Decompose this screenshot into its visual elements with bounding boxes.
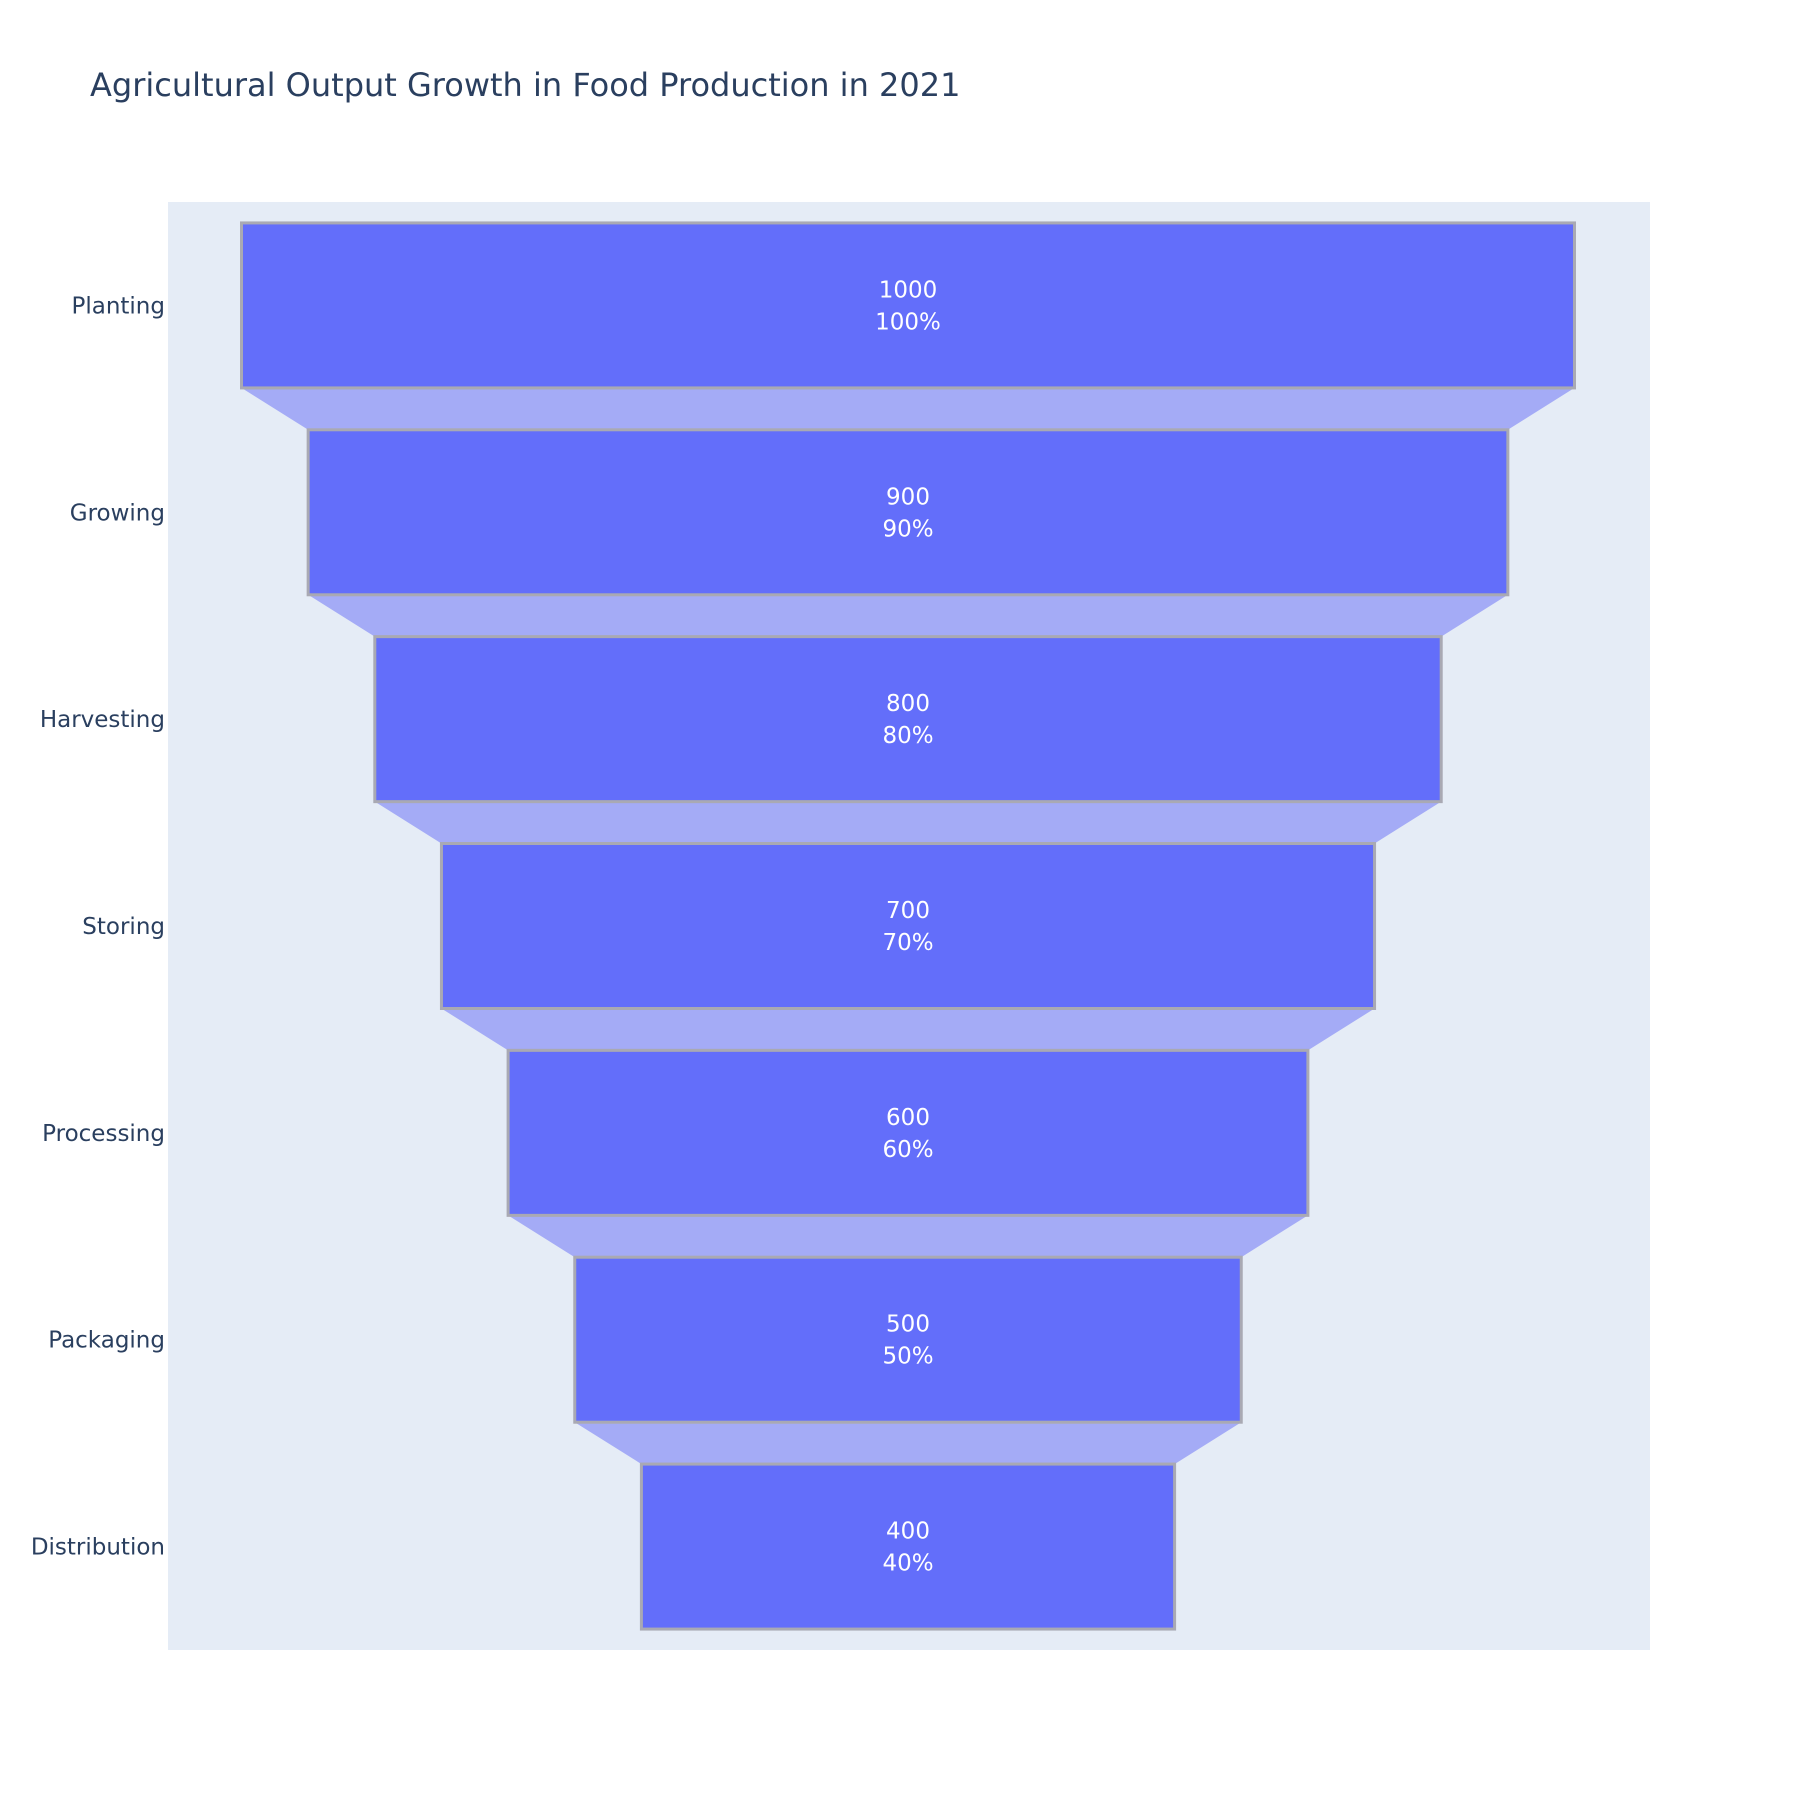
value-label: 1000 xyxy=(879,277,938,303)
percent-label: 100% xyxy=(875,309,941,335)
stage-label-packaging: Packaging xyxy=(48,1328,165,1354)
percent-label: 90% xyxy=(882,516,933,542)
value-label: 700 xyxy=(886,898,930,924)
percent-label: 40% xyxy=(882,1551,933,1577)
stage-label-harvesting: Harvesting xyxy=(40,707,165,733)
funnel-bar-distribution[interactable] xyxy=(639,1462,1177,1631)
percent-label: 80% xyxy=(882,723,933,749)
value-label: 400 xyxy=(886,1519,930,1545)
percent-label: 70% xyxy=(882,930,933,956)
stage-label-planting: Planting xyxy=(71,293,165,319)
value-labels: 1000 100% 900 90% 800 80% 700 70% 600 60% 500 50% 40… xyxy=(875,277,941,1576)
value-label: 800 xyxy=(886,691,930,717)
funnel-bar-storing[interactable] xyxy=(439,842,1377,1010)
stage-label-distribution: Distribution xyxy=(31,1535,165,1561)
funnel-bars xyxy=(240,221,1576,1631)
funnel-connector xyxy=(308,594,1508,637)
funnel-connector xyxy=(241,387,1575,430)
funnel-bar-packaging[interactable] xyxy=(573,1255,1243,1424)
funnel-connectors xyxy=(241,387,1575,1465)
stage-label-growing: Growing xyxy=(70,500,165,526)
funnel-connector xyxy=(441,1008,1375,1051)
stage-label-storing: Storing xyxy=(82,914,165,940)
value-label: 900 xyxy=(886,484,930,510)
stage-labels: Planting Growing Harvesting Storing Processi… xyxy=(31,293,165,1560)
funnel-connector xyxy=(574,1422,1242,1465)
stage-label-processing: Processing xyxy=(42,1121,165,1147)
percent-label: 60% xyxy=(882,1137,933,1163)
value-label: 600 xyxy=(886,1105,930,1131)
funnel-bar-harvesting[interactable] xyxy=(373,635,1443,804)
funnel-connector xyxy=(374,801,1442,844)
chart-title: Agricultural Output Growth in Food Produ… xyxy=(90,66,961,104)
value-label: 500 xyxy=(886,1312,930,1338)
funnel-bar-growing[interactable] xyxy=(306,428,1510,597)
funnel-bar-planting[interactable] xyxy=(240,221,1576,390)
percent-label: 50% xyxy=(882,1344,933,1370)
funnel-connector xyxy=(508,1215,1308,1258)
funnel-bar-processing[interactable] xyxy=(506,1048,1310,1217)
